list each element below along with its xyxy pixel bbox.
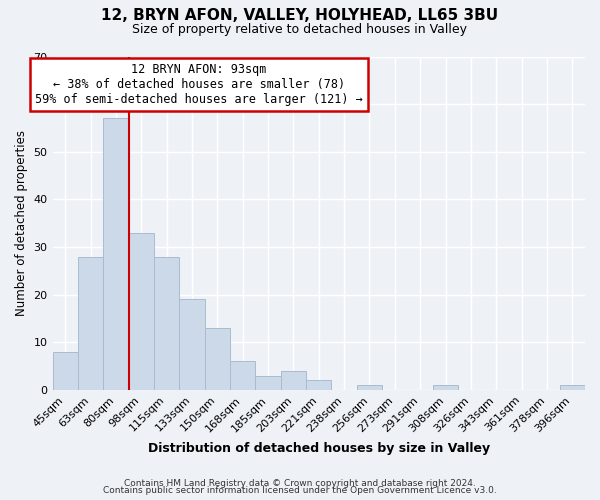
Bar bbox=[560, 385, 585, 390]
Bar bbox=[128, 232, 154, 390]
Bar bbox=[281, 371, 306, 390]
Bar bbox=[205, 328, 230, 390]
Text: Size of property relative to detached houses in Valley: Size of property relative to detached ho… bbox=[133, 22, 467, 36]
Text: Contains HM Land Registry data © Crown copyright and database right 2024.: Contains HM Land Registry data © Crown c… bbox=[124, 478, 476, 488]
Text: Contains public sector information licensed under the Open Government Licence v3: Contains public sector information licen… bbox=[103, 486, 497, 495]
Bar bbox=[306, 380, 331, 390]
Bar bbox=[103, 118, 128, 390]
Text: 12 BRYN AFON: 93sqm
← 38% of detached houses are smaller (78)
59% of semi-detach: 12 BRYN AFON: 93sqm ← 38% of detached ho… bbox=[35, 63, 363, 106]
Bar bbox=[433, 385, 458, 390]
Y-axis label: Number of detached properties: Number of detached properties bbox=[15, 130, 28, 316]
Bar bbox=[78, 256, 103, 390]
Bar bbox=[154, 256, 179, 390]
Bar bbox=[53, 352, 78, 390]
Bar bbox=[357, 385, 382, 390]
X-axis label: Distribution of detached houses by size in Valley: Distribution of detached houses by size … bbox=[148, 442, 490, 455]
Text: 12, BRYN AFON, VALLEY, HOLYHEAD, LL65 3BU: 12, BRYN AFON, VALLEY, HOLYHEAD, LL65 3B… bbox=[101, 8, 499, 22]
Bar bbox=[256, 376, 281, 390]
Bar bbox=[179, 300, 205, 390]
Bar bbox=[230, 362, 256, 390]
